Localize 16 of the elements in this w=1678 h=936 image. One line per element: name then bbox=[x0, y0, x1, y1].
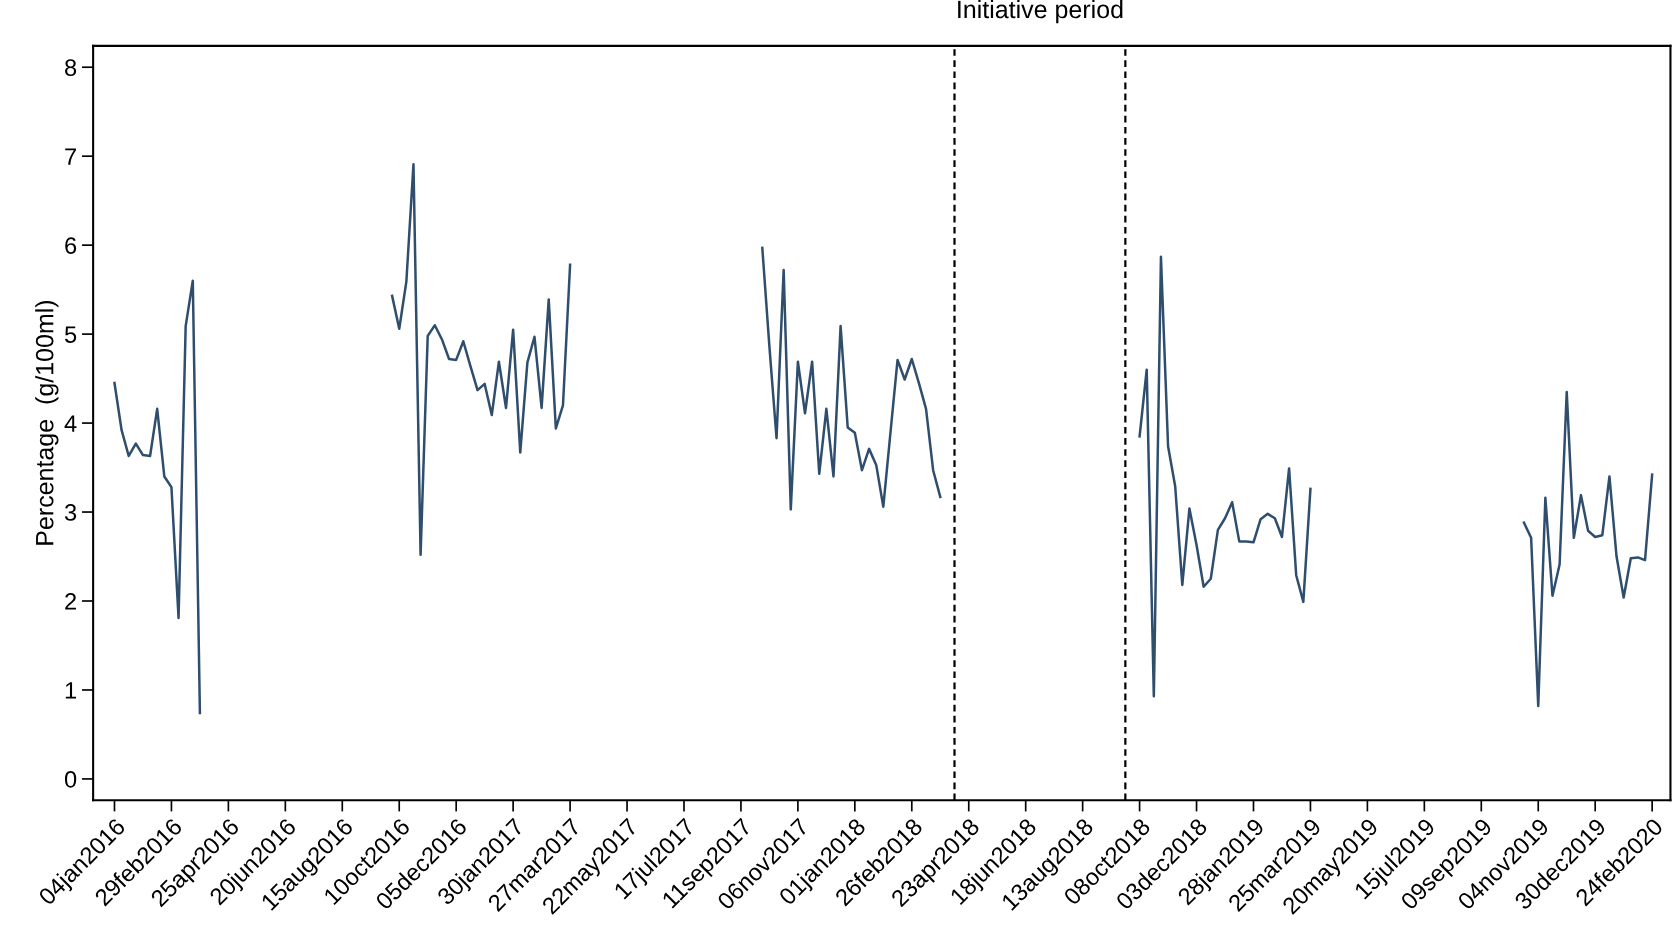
y-tick-label: 7 bbox=[65, 148, 76, 165]
y-tick-label: 6 bbox=[65, 237, 77, 254]
y-tick-label: 4 bbox=[64, 415, 77, 432]
y-tick-label: 1 bbox=[65, 682, 77, 699]
text: Initiative period bbox=[958, 0, 1123, 24]
y-tick-label: 0 bbox=[64, 771, 77, 788]
line-series bbox=[761, 246, 942, 511]
line-series bbox=[1138, 255, 1312, 698]
y-tick-label: 3 bbox=[64, 504, 77, 521]
line-series bbox=[113, 279, 202, 715]
y-axis-title: Percentage (g/100ml) bbox=[35, 300, 59, 545]
line-series bbox=[1522, 390, 1654, 708]
y-tick-label: 8 bbox=[65, 59, 77, 76]
line-series bbox=[390, 162, 572, 556]
y-tick-label: 2 bbox=[65, 593, 76, 610]
y-tick-label: 5 bbox=[64, 326, 77, 343]
